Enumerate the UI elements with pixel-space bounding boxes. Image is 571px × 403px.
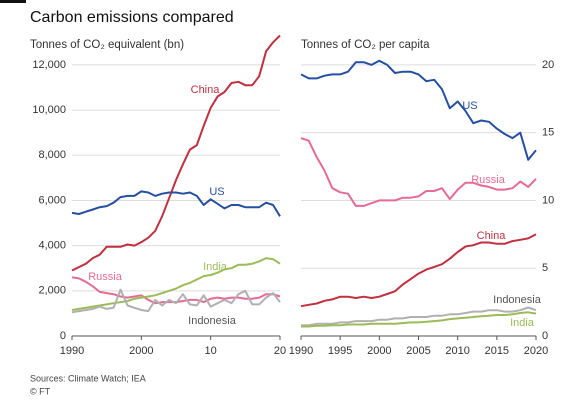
series-label: China: [191, 84, 221, 96]
y-tick-label: 20: [542, 59, 554, 71]
series-label: Russia: [88, 271, 123, 283]
series-label: India: [203, 261, 228, 273]
y-tick-label: 2,000: [38, 285, 66, 297]
x-tick-label: 2010: [445, 345, 469, 357]
series-label: India: [510, 317, 535, 329]
series-line: [71, 190, 281, 217]
source: Sources: Climate Watch; IEA: [30, 373, 146, 383]
series-line: [71, 257, 281, 311]
panel-subtitle: Tonnes of CO₂ equivalent (bn): [30, 39, 184, 51]
series-line: [300, 137, 537, 207]
y-tick-label: 10: [542, 194, 554, 206]
series-line: [300, 59, 537, 161]
y-tick-label: 5: [542, 262, 548, 274]
copyright: © FT: [30, 386, 51, 396]
y-tick-label: 0: [60, 330, 66, 342]
series-label: US: [462, 100, 477, 112]
x-tick-label: 1990: [289, 345, 313, 357]
x-tick-label: 2000: [129, 345, 153, 357]
series-label: US: [209, 186, 224, 198]
y-tick-label: 0: [542, 330, 548, 342]
x-tick-label: 2000: [367, 345, 391, 357]
series-label: Indonesia: [188, 315, 237, 327]
x-tick-label: 1990: [60, 345, 84, 357]
x-tick-label: 2005: [406, 345, 430, 357]
brand-bar: [0, 0, 26, 3]
y-tick-label: 10,000: [32, 104, 66, 116]
x-tick-label: 1995: [328, 345, 352, 357]
series-line: [301, 306, 537, 327]
x-tick-label: 10: [205, 345, 217, 357]
x-tick-label: 20: [274, 345, 286, 357]
series-line: [300, 233, 537, 308]
x-tick-label: 2020: [524, 345, 548, 357]
series-label: Russia: [471, 174, 506, 186]
series-line: [71, 288, 281, 314]
series-line: [301, 311, 537, 328]
series-label: Indonesia: [493, 294, 542, 306]
y-tick-label: 12,000: [32, 59, 66, 71]
series-line: [71, 34, 281, 272]
y-tick-label: 8,000: [38, 149, 66, 161]
panel-subtitle: Tonnes of CO₂ per capita: [301, 39, 430, 51]
y-tick-label: 15: [542, 127, 554, 139]
x-tick-label: 2015: [485, 345, 509, 357]
chart-title: Carbon emissions compared: [30, 9, 234, 26]
y-tick-label: 6,000: [38, 194, 66, 206]
y-tick-label: 4,000: [38, 240, 66, 252]
series-label: China: [477, 230, 507, 242]
